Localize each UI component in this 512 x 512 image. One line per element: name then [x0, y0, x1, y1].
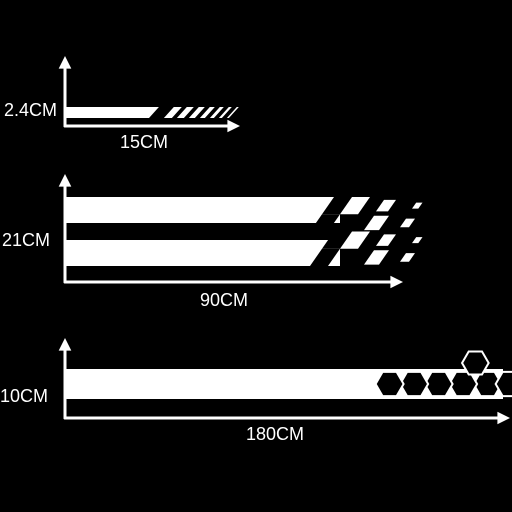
diagram-canvas: 2.4CM 15CM 21CM 90CM 10CM 180CM: [0, 0, 512, 512]
decal-2-width-label: 90CM: [200, 290, 248, 311]
decal-3-width-label: 180CM: [246, 424, 304, 445]
decal-3: [59, 338, 512, 424]
decal-3-height-label: 10CM: [0, 386, 48, 407]
decal-1-width-label: 15CM: [120, 132, 168, 153]
decal-2: [59, 174, 423, 288]
decal-1-height-label: 2.4CM: [4, 100, 57, 121]
decal-2-height-label: 21CM: [2, 230, 50, 251]
decal-1: [59, 56, 240, 132]
